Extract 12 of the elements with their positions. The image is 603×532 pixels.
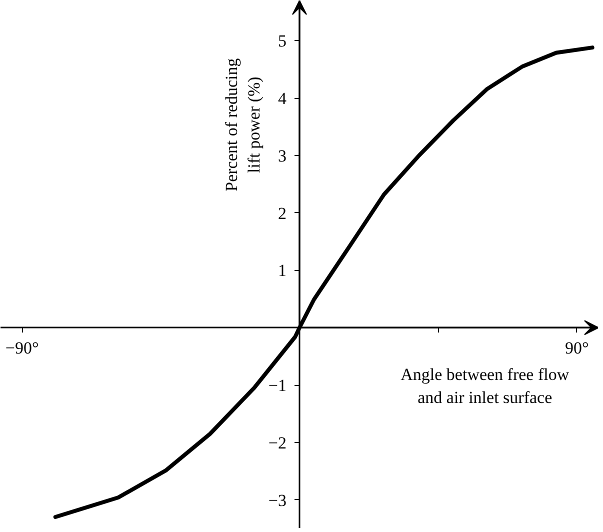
y-tick-label: 1 — [278, 261, 286, 280]
y-tick-label: −2 — [268, 433, 287, 452]
x-tick-label: 90° — [565, 338, 589, 358]
x-axis-title: Angle between free flow and air inlet surface — [400, 365, 570, 407]
y-axis-title: Percent of reducing lift power (%) — [222, 58, 264, 192]
y-tick-label: 2 — [278, 204, 286, 223]
y-tick-label: 3 — [278, 146, 286, 166]
y-tick-label: 5 — [278, 32, 286, 51]
x-tick-label: −90° — [5, 338, 39, 358]
y-tick-label: −3 — [268, 490, 287, 510]
y-tick-label: 4 — [278, 89, 287, 108]
y-tick-label: −1 — [268, 376, 287, 396]
